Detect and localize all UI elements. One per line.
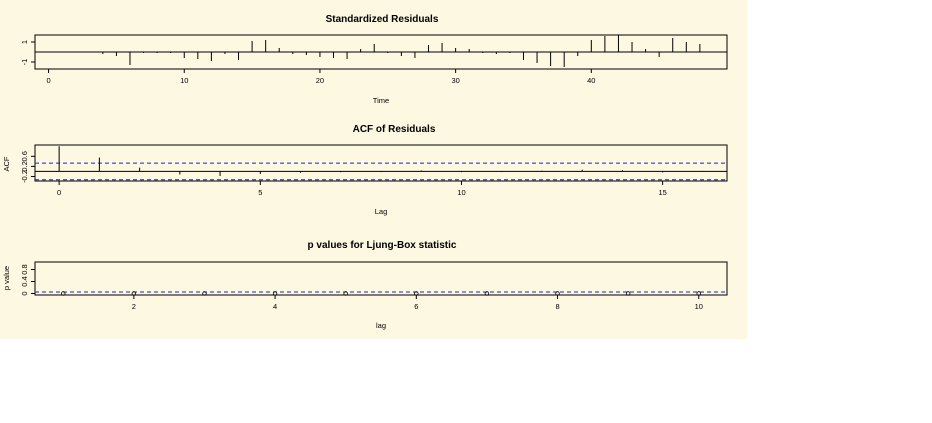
ljung-box-title: p values for Ljung-Box statistic — [308, 240, 457, 251]
residual-x-tick-label: 10 — [180, 76, 188, 85]
residuals-x-label: Time — [373, 96, 389, 105]
residuals-marks — [35, 35, 727, 67]
ljung-box-y-axis: 0 0.4 0.8 — [20, 264, 35, 296]
acf-panel: ACF of Residuals 0 5 10 15 -0.20.20.6 Lag A… — [2, 124, 728, 216]
pvalue-point — [625, 291, 631, 296]
residual-x-tick-label: 30 — [451, 76, 459, 85]
pvalue-point — [202, 291, 207, 296]
acf-y-tick-label: 0.2 — [20, 161, 29, 171]
ljung-box-panel: p values for Ljung-Box statistic 2 4 6 8 10 … — [2, 240, 728, 330]
pvalue-y-tick-label: 0.8 — [20, 264, 29, 274]
pvalue-x-tick-label: 6 — [414, 302, 418, 311]
acf-x-tick-label: 15 — [658, 188, 666, 197]
acf-y-label: ACF — [2, 156, 11, 171]
acf-marks — [35, 146, 727, 181]
acf-x-tick-label: 10 — [457, 188, 465, 197]
acf-x-tick-label: 5 — [258, 188, 262, 197]
pvalue-point — [484, 291, 490, 296]
plot-panel: Standardized Residuals 0 10 20 30 40 -1 1 Tim… — [0, 0, 747, 339]
pvalue-y-tick-label: 0.4 — [20, 276, 29, 286]
residual-x-tick-label: 40 — [587, 76, 595, 85]
residuals-y-axis: -1 1 — [20, 40, 35, 65]
residuals-x-axis: 0 10 20 30 40 — [46, 69, 595, 85]
pvalue-y-tick-label: 0 — [20, 291, 29, 295]
acf-y-tick-label: 0.6 — [20, 151, 29, 161]
acf-x-tick-label: 0 — [57, 188, 61, 197]
residuals-title: Standardized Residuals — [326, 14, 439, 25]
tsdiag-figure: Standardized Residuals 0 10 20 30 40 -11 Tim… — [2, 14, 728, 330]
pvalue-x-tick-label: 8 — [555, 302, 559, 311]
acf-y-tick-label: -0.2 — [20, 170, 29, 183]
pvalue-point — [61, 291, 66, 296]
residual-y-tick-label: 1 — [20, 40, 29, 44]
ljung-box-y-label: p value — [2, 266, 11, 290]
ljung-box-x-label: lag — [376, 321, 386, 330]
residual-x-tick-label: 0 — [46, 76, 50, 85]
ljung-box-x-axis: 2 4 6 8 10 — [132, 295, 703, 311]
pvalue-point — [343, 291, 348, 296]
pvalue-x-tick-label: 10 — [695, 302, 703, 311]
acf-x-axis: 0 5 10 15 — [57, 181, 667, 197]
pvalue-x-tick-label: 2 — [132, 302, 136, 311]
acf-y-axis: -0.20.20.6 — [20, 151, 35, 183]
residuals-panel: Standardized Residuals 0 10 20 30 40 -1 1 Tim… — [20, 14, 728, 105]
residual-x-tick-label: 20 — [316, 76, 324, 85]
residual-y-tick-label: -1 — [20, 59, 29, 66]
acf-title: ACF of Residuals — [353, 124, 436, 135]
pvalue-x-tick-label: 4 — [273, 302, 277, 311]
ljung-box-plot-frame — [34, 261, 728, 296]
acf-x-label: Lag — [375, 207, 388, 216]
